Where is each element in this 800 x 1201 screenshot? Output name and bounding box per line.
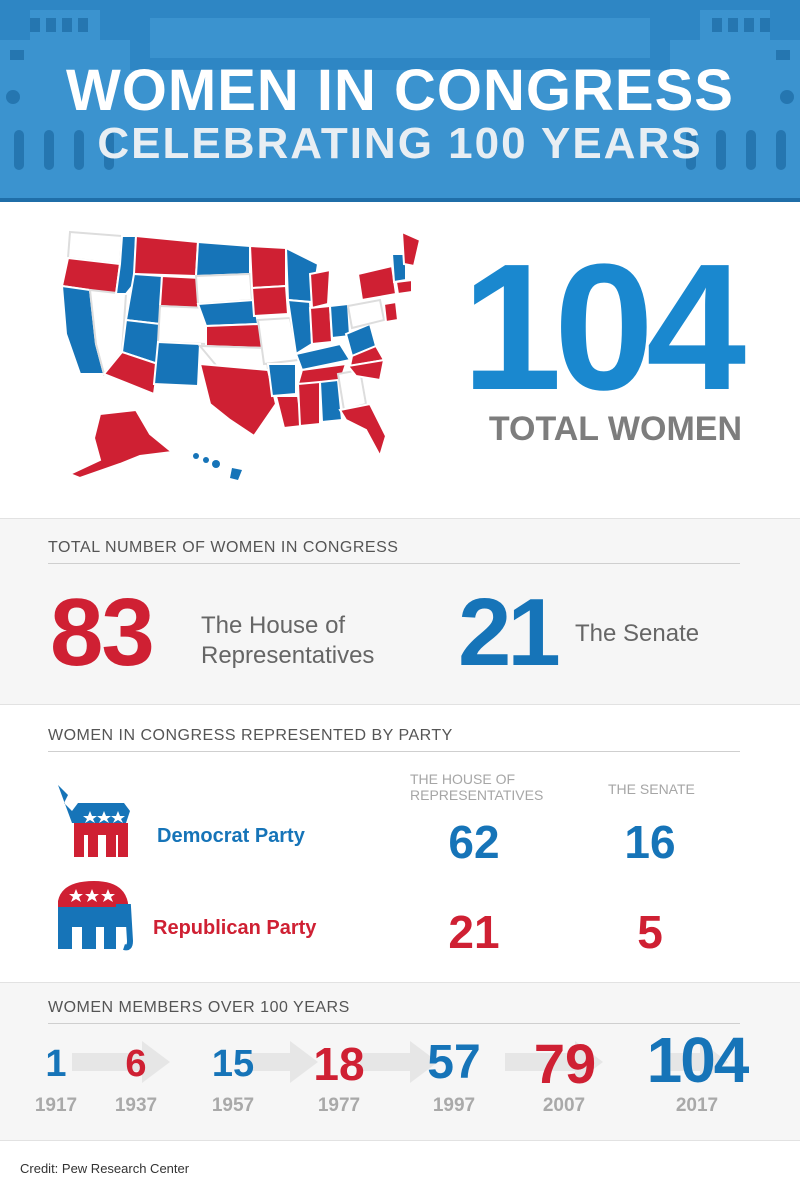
page-subtitle: CELEBRATING 100 YEARS [97,119,703,168]
democrat-senate-number: 16 [624,816,676,868]
totals-heading: TOTAL NUMBER OF WOMEN IN CONGRESS [48,539,740,564]
header-divider [0,198,800,202]
timeline-value: 57 [427,1036,481,1089]
house-label-line1: The House of [201,612,346,639]
col-head-house: THE HOUSE OF REPRESENTATIVES [410,771,550,803]
timeline-year: 1937 [114,1095,158,1116]
timeline-value: 104 [646,1024,750,1096]
house-label-line2: Representatives [201,642,375,669]
democrat-party-label: Democrat Party [157,825,305,847]
elephant-icon [58,881,134,951]
timeline-value: 79 [533,1032,597,1095]
senate-total-label: The Senate [575,620,700,647]
col-head-house-line1: THE HOUSE OF [410,771,516,787]
us-map-icon [60,230,420,480]
total-women-label: TOTAL WOMEN [488,410,742,448]
timeline-value: 1 [45,1043,67,1085]
timeline-value: 6 [125,1043,147,1085]
timeline-section: WOMEN MEMBERS OVER 100 YEARS 1 6 15 18 5… [0,982,800,1140]
senate-total-number: 21 [458,579,561,686]
timeline-arrow-icon [670,1041,728,1083]
timeline-year: 1917 [34,1095,78,1116]
timeline-year: 1957 [211,1095,255,1116]
header-banner: WOMEN IN CONGRESS CELEBRATING 100 YEARS [0,0,800,198]
republican-party-label: Republican Party [153,917,317,939]
timeline-year: 1977 [317,1095,361,1116]
timeline-value: 18 [313,1038,365,1090]
total-women-number: 104 [461,227,746,428]
timeline-year: 2007 [542,1095,586,1116]
col-head-senate: THE SENATE [608,781,695,797]
col-head-house-line2: REPRESENTATIVES [410,787,544,803]
house-total-label: The House of Representatives [201,611,374,671]
timeline-value: 15 [211,1043,255,1085]
party-heading: WOMEN IN CONGRESS REPRESENTED BY PARTY [48,727,740,752]
democrat-house-number: 62 [448,816,500,868]
timeline-heading: WOMEN MEMBERS OVER 100 YEARS [48,999,740,1024]
hero-section: 104 TOTAL WOMEN [0,202,800,518]
timeline-arrow-icon [360,1041,438,1083]
page-title: WOMEN IN CONGRESS [66,58,734,123]
credit-text: Credit: Pew Research Center [20,1161,190,1176]
footer-divider [0,1140,800,1141]
republican-house-number: 21 [448,906,500,958]
republican-senate-number: 5 [637,906,663,958]
donkey-icon [58,785,130,857]
party-section: WOMEN IN CONGRESS REPRESENTED BY PARTY T… [0,704,800,982]
totals-section: TOTAL NUMBER OF WOMEN IN CONGRESS 83 The… [0,518,800,704]
capitol-building-icon [0,10,800,198]
house-total-number: 83 [50,579,155,686]
timeline-year: 2017 [675,1095,719,1116]
timeline-year: 1997 [432,1095,476,1116]
timeline-arrow-icon [505,1041,603,1083]
timeline-arrow-icon [250,1041,318,1083]
timeline-arrow-icon [72,1041,170,1083]
